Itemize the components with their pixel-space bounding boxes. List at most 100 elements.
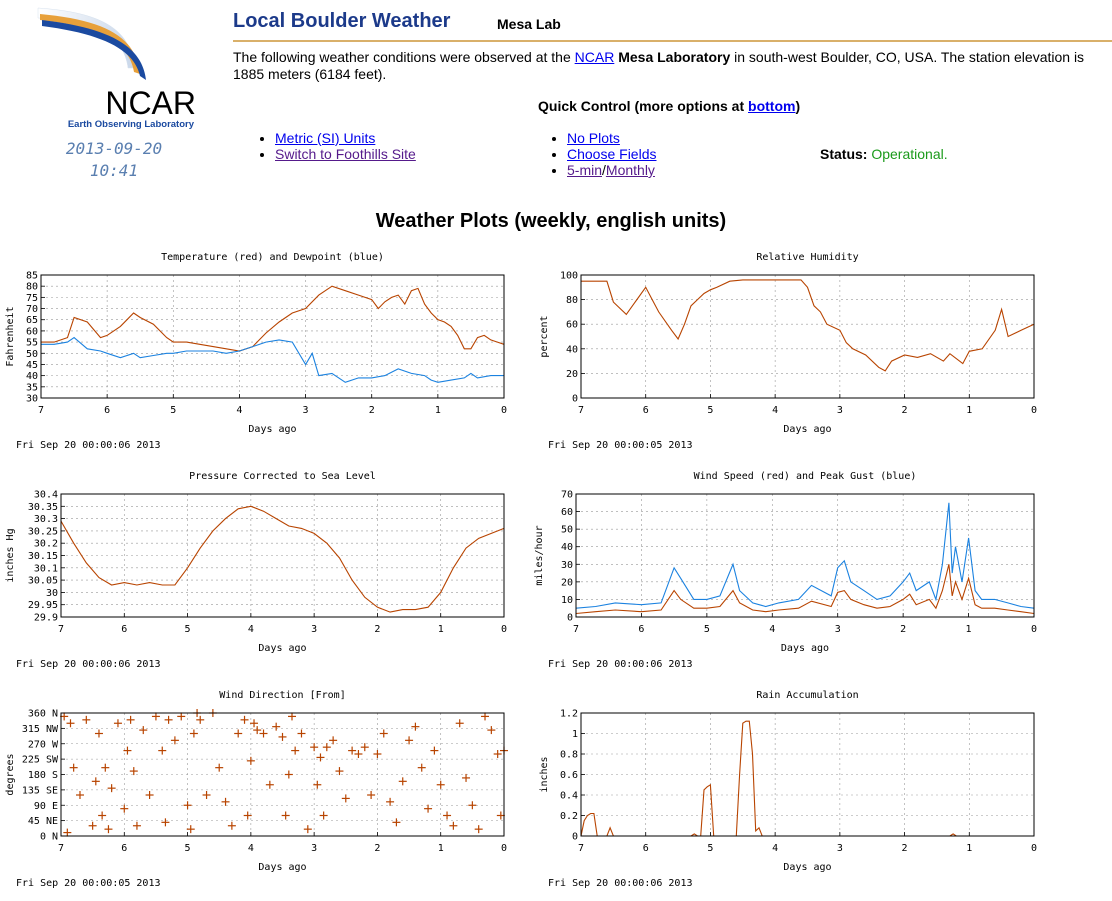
ncar-link[interactable]: NCAR <box>574 49 615 65</box>
y-tick-label: 0 <box>567 613 573 624</box>
data-point <box>69 763 78 772</box>
data-point <box>123 746 132 755</box>
plot-frame <box>40 274 505 399</box>
y-tick-label: 70 <box>26 304 38 315</box>
data-point <box>183 801 192 810</box>
logo-subtext: Earth Observing Laboratory <box>68 119 195 130</box>
data-point <box>215 763 224 772</box>
logo-text: NCAR <box>105 85 196 121</box>
data-point <box>126 715 135 724</box>
x-axis-label: Days ago <box>783 424 831 435</box>
choose-fields-link[interactable]: Choose Fields <box>567 146 657 162</box>
data-point <box>170 736 179 745</box>
data-point <box>493 750 502 758</box>
data-point <box>151 712 160 721</box>
x-tick-label: 7 <box>573 624 579 635</box>
x-tick-label: 6 <box>643 843 649 854</box>
data-point <box>341 794 350 803</box>
data-point <box>329 736 338 745</box>
y-tick-label: 40 <box>561 542 573 553</box>
y-tick-label: 1 <box>572 729 578 740</box>
x-tick-label: 2 <box>902 405 908 416</box>
data-point <box>405 736 414 745</box>
x-tick-label: 0 <box>1031 624 1037 635</box>
y-tick-label: 20 <box>561 577 573 588</box>
mesa-lab-bold: Mesa Laboratory <box>618 49 731 65</box>
data-point <box>107 784 116 793</box>
datetime-stamp: 2013-09-20 10:41 <box>40 138 188 182</box>
data-point <box>354 750 363 758</box>
data-point <box>253 726 262 735</box>
plot-timestamp: Fri Sep 20 00:00:06 2013 <box>548 878 693 889</box>
data-point <box>161 818 170 827</box>
data-point <box>132 821 141 830</box>
bottom-link[interactable]: bottom <box>748 98 796 114</box>
data-point <box>386 797 395 806</box>
chart-title: Temperature (red) and Dewpoint (blue) <box>161 252 384 263</box>
data-point <box>265 780 274 789</box>
y-tick-label: 0 <box>572 832 578 843</box>
data-point <box>468 801 477 810</box>
data-point <box>259 729 268 738</box>
quick-control-label: Quick Control (more options at bottom) <box>538 98 800 114</box>
x-tick-label: 1 <box>966 843 972 854</box>
y-tick-label: 60 <box>26 326 38 337</box>
data-point <box>424 804 433 813</box>
y-axis-label: miles/hour <box>534 525 545 585</box>
data-point <box>481 712 490 721</box>
data-point <box>139 726 148 735</box>
monthly-link[interactable]: Monthly <box>605 162 655 178</box>
y-tick-label: 35 <box>26 382 38 393</box>
chart-title: Wind Speed (red) and Peak Gust (blue) <box>694 471 917 482</box>
metric-units-link[interactable]: Metric (SI) Units <box>275 130 376 146</box>
y-axis-label: degrees <box>5 753 16 795</box>
quick-control-left-list: Metric (SI) Units Switch to Foothills Si… <box>253 130 416 162</box>
y-tick-label: 30 <box>46 588 58 599</box>
x-tick-label: 6 <box>104 405 110 416</box>
y-tick-label: 90 E <box>34 801 58 812</box>
x-tick-label: 6 <box>638 624 644 635</box>
y-tick-label: 75 <box>26 293 38 304</box>
status-label: Status: <box>820 146 868 162</box>
y-tick-label: 30.3 <box>34 514 58 525</box>
data-point <box>82 715 91 724</box>
x-tick-label: 4 <box>772 843 778 854</box>
five-min-link[interactable]: 5-min <box>567 162 603 178</box>
x-tick-label: 5 <box>185 843 191 854</box>
x-tick-label: 3 <box>837 843 843 854</box>
switch-foothills-link[interactable]: Switch to Foothills Site <box>275 146 416 162</box>
quick-control-right-list: No Plots Choose Fields 5-min/Monthly <box>545 130 657 178</box>
no-plots-link[interactable]: No Plots <box>567 130 620 146</box>
plot-timestamp: Fri Sep 20 00:00:05 2013 <box>16 878 161 889</box>
y-tick-label: 30 <box>26 394 38 405</box>
quick-control-text: Quick Control (more options at <box>538 98 749 114</box>
x-tick-label: 0 <box>1031 843 1037 854</box>
y-tick-label: 30.4 <box>34 490 58 501</box>
y-tick-label: 65 <box>26 315 38 326</box>
x-tick-label: 7 <box>578 405 584 416</box>
data-point <box>272 722 281 731</box>
desc-prefix: The following weather conditions were ob… <box>233 49 575 65</box>
data-point <box>316 753 325 762</box>
y-tick-label: 135 SE <box>22 785 58 796</box>
chart-title: Wind Direction [From] <box>219 690 345 701</box>
data-point <box>360 743 369 752</box>
x-axis-label: Days ago <box>783 862 831 873</box>
data-point <box>443 811 452 820</box>
plot-wind-direction: Wind Direction [From] 0 N 45 NE 90 E 135 SE 1… <box>0 686 520 896</box>
y-tick-label: 50 <box>26 349 38 360</box>
data-point <box>63 828 72 837</box>
list-item: 5-min/Monthly <box>567 162 657 178</box>
plot-pressure: Pressure Corrected to Sea Level 29.9 29.95… <box>0 467 520 677</box>
y-tick-label: 80 <box>26 282 38 293</box>
y-tick-label: 10 <box>561 595 573 606</box>
data-point <box>348 746 357 755</box>
data-point <box>177 712 186 721</box>
x-tick-label: 4 <box>772 405 778 416</box>
plot-frame <box>575 493 1035 618</box>
y-tick-label: 80 <box>566 295 578 306</box>
data-point <box>310 743 319 752</box>
data-point <box>75 791 84 799</box>
site-name: Mesa Lab <box>497 16 561 32</box>
plot-frame <box>580 712 1035 837</box>
